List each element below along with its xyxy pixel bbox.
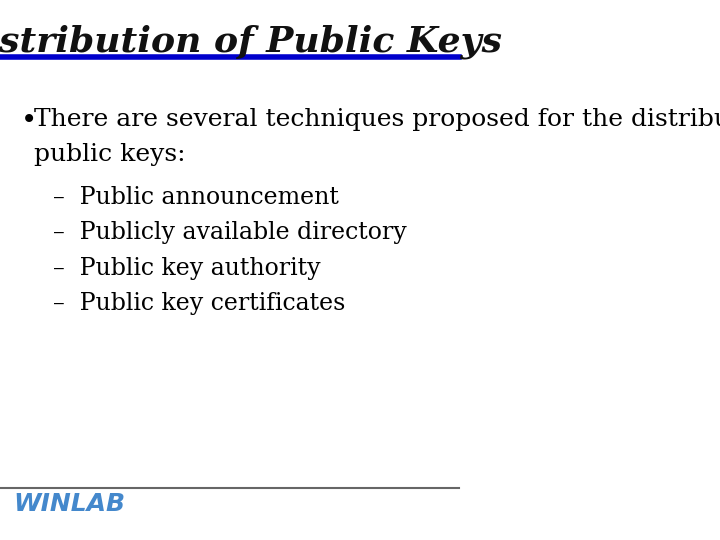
Text: public keys:: public keys: [35,143,186,166]
Text: WINLAB: WINLAB [14,492,126,516]
Text: –  Public key certificates: – Public key certificates [53,292,345,315]
Text: There are several techniques proposed for the distribution of: There are several techniques proposed fo… [35,108,720,131]
Text: •: • [21,108,37,135]
Text: –  Public key authority: – Public key authority [53,256,320,280]
Text: –  Public announcement: – Public announcement [53,186,338,210]
Text: –  Publicly available directory: – Publicly available directory [53,221,407,245]
Text: Distribution of Public Keys: Distribution of Public Keys [0,24,503,59]
